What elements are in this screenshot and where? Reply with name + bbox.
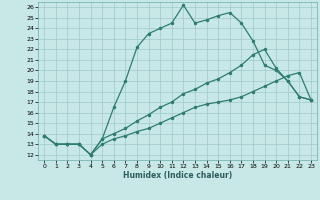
X-axis label: Humidex (Indice chaleur): Humidex (Indice chaleur)	[123, 171, 232, 180]
